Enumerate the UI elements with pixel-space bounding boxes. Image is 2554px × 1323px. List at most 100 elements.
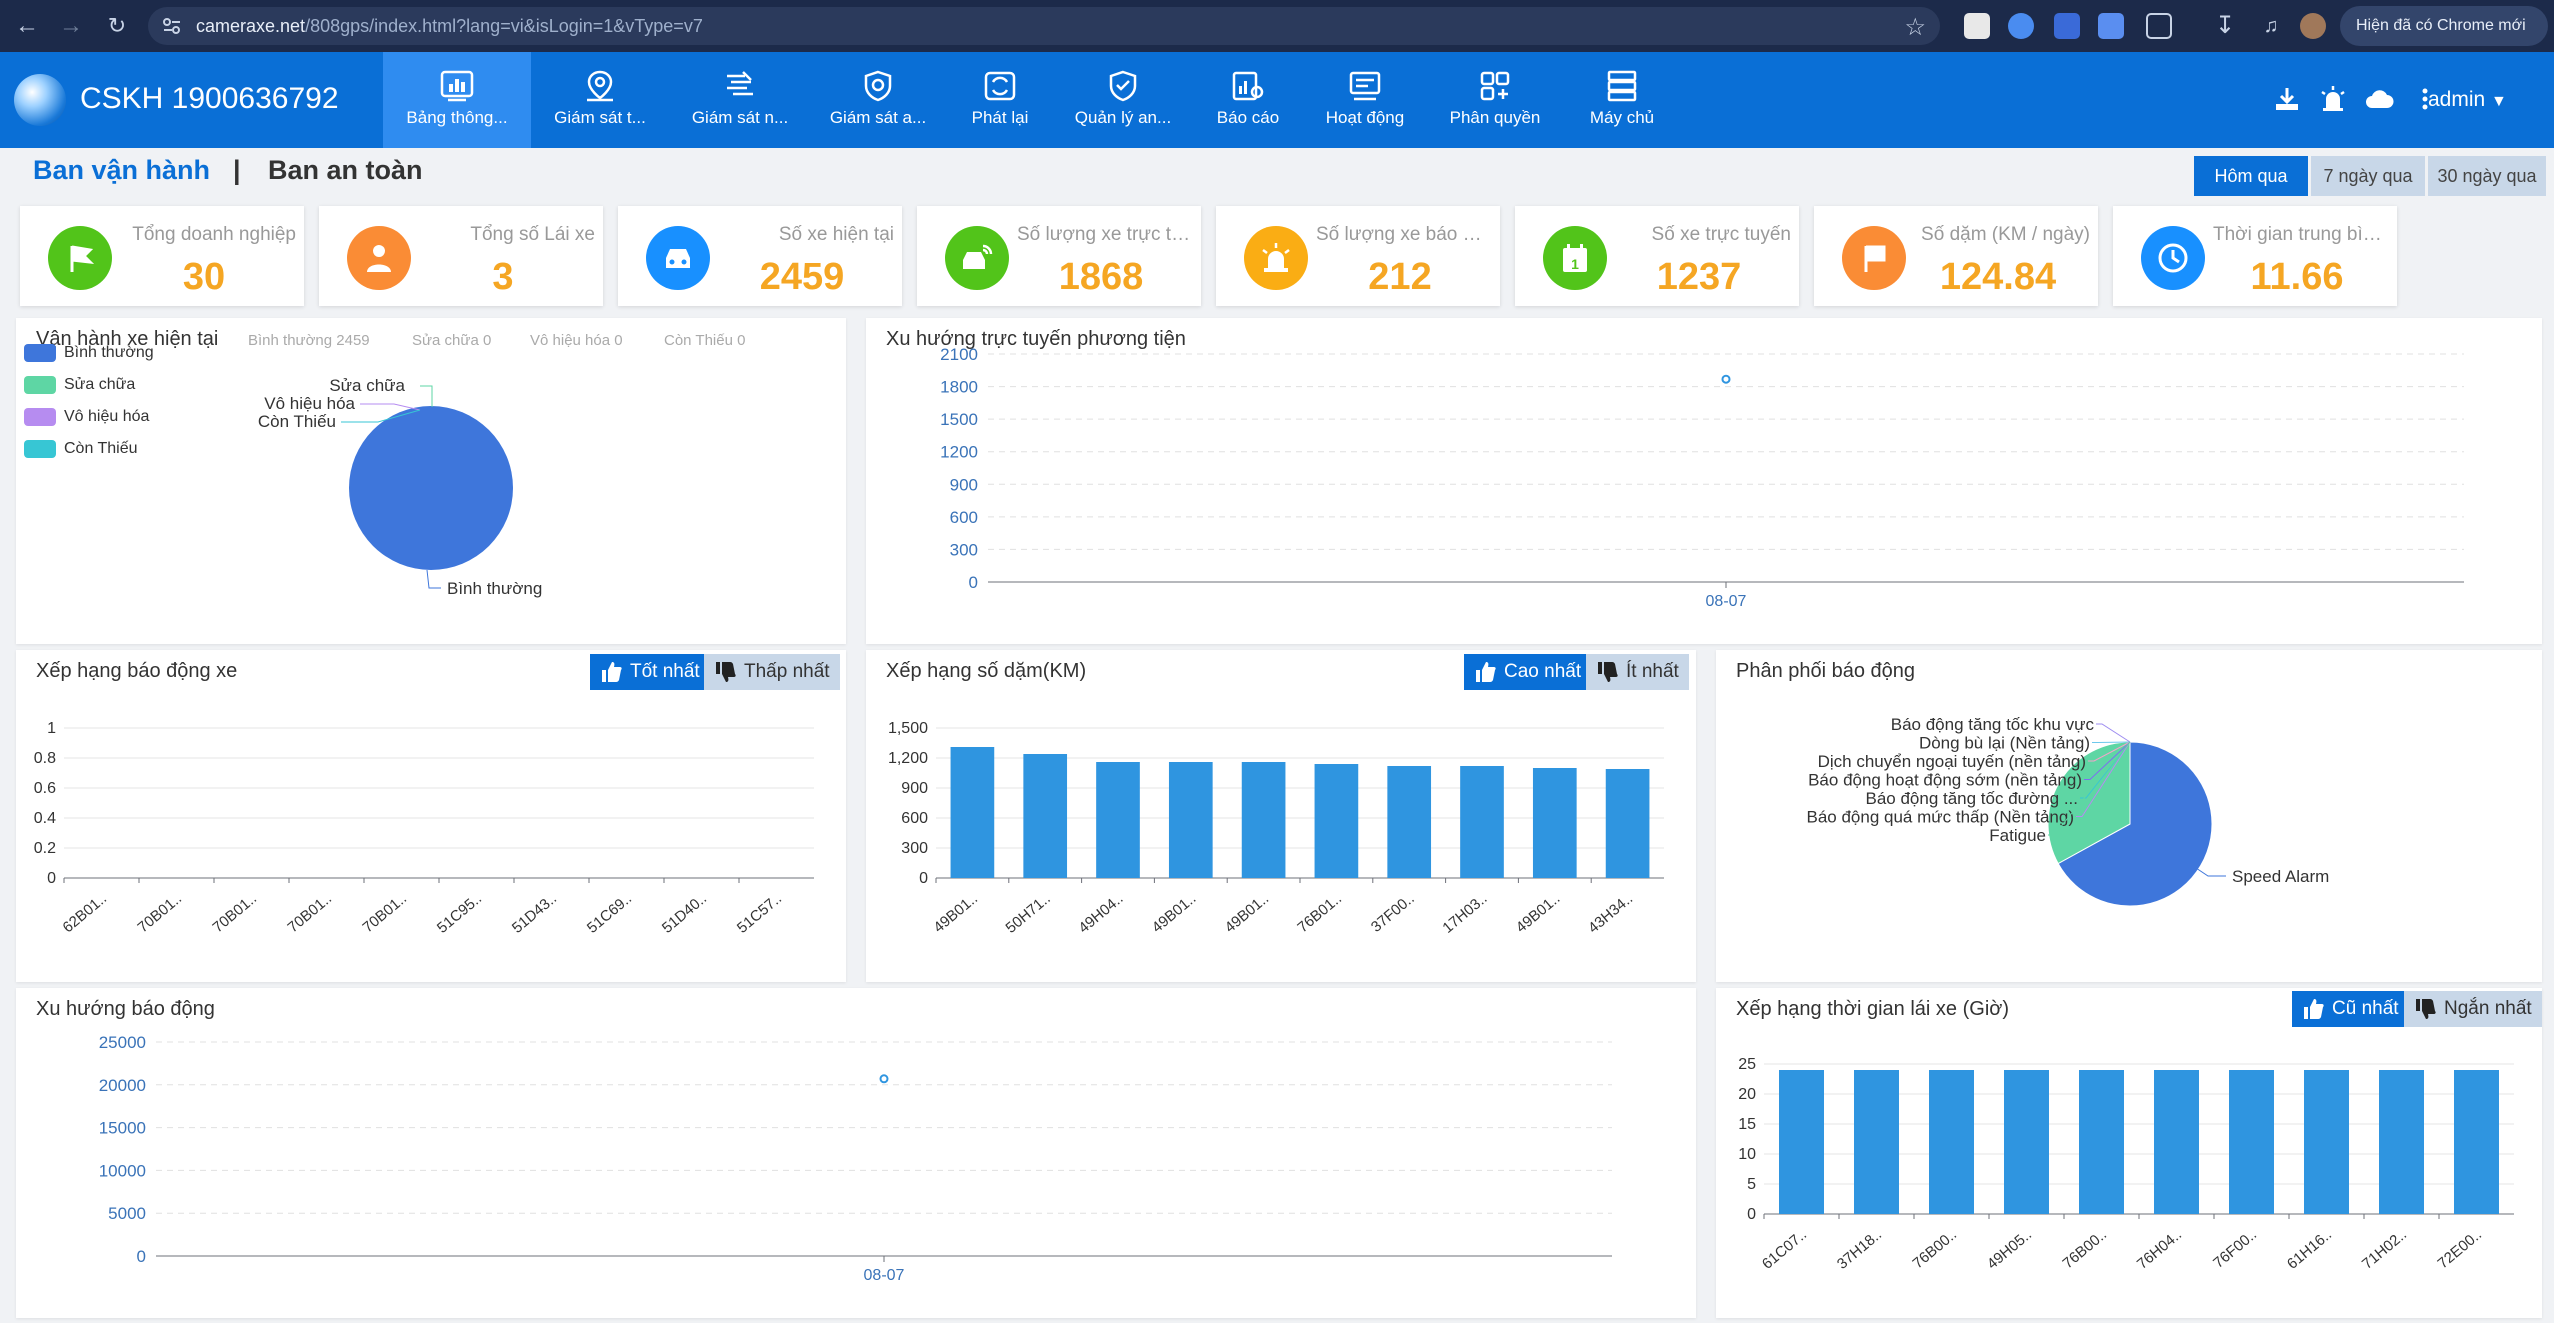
status-summary-missing[interactable]: Còn Thiếu 0 <box>664 332 746 349</box>
stat-card[interactable]: Số xe hiện tại 2459 <box>618 206 902 306</box>
pie-label-line <box>2076 741 2131 817</box>
cloud-icon[interactable] <box>2364 84 2394 114</box>
range-7-days-button[interactable]: 7 ngày qua <box>2311 156 2425 196</box>
tab-playback[interactable]: Phát lại <box>950 52 1050 148</box>
status-summary-repair[interactable]: Sửa chữa 0 <box>412 332 492 349</box>
chrome-update-button[interactable]: Hiện đã có Chrome mới <box>2340 6 2548 46</box>
data-point <box>879 1074 889 1084</box>
stat-value: 30 <box>182 256 226 298</box>
tab-permissions[interactable]: Phân quyền <box>1440 52 1550 148</box>
tab-route-monitor[interactable]: Giám sát n... <box>680 52 800 148</box>
y-tick-label: 0.6 <box>34 780 56 797</box>
x-tick-label: 49B01.. <box>1513 890 1564 936</box>
tab-reports[interactable]: Báo cáo <box>1200 52 1296 148</box>
extension-icon[interactable] <box>2054 13 2080 39</box>
tab-safety-board[interactable]: Ban an toàn <box>268 155 423 185</box>
best-button[interactable]: Cao nhất <box>1464 654 1592 690</box>
tab-operation-board[interactable]: Ban vận hành <box>33 155 211 185</box>
stat-label: Số dặm (KM / ngày) <box>1921 224 2090 245</box>
stat-card[interactable]: Số lượng xe báo động hiện tại 212 <box>1216 206 1500 306</box>
site-settings-icon[interactable] <box>162 17 182 35</box>
alarm-distribution-panel: Phân phối báo động Speed Alarm Báo động t… <box>1716 650 2542 982</box>
x-tick-label: 51D40.. <box>659 890 710 937</box>
extension-icon[interactable] <box>1964 13 1990 39</box>
data-point <box>1721 374 1731 384</box>
tab-safety-monitor[interactable]: Giám sát a... <box>818 52 938 148</box>
tab-server[interactable]: Máy chủ <box>1570 52 1674 148</box>
bar <box>2154 1070 2199 1214</box>
legend-item[interactable]: Vô hiệu hóa <box>24 408 149 428</box>
range-yesterday-button[interactable]: Hôm qua <box>2194 156 2308 196</box>
user-menu[interactable]: admin ▼ <box>2428 88 2507 112</box>
tab-safety-management[interactable]: Quản lý an... <box>1064 52 1182 148</box>
tab-activity[interactable]: Hoạt động <box>1312 52 1418 148</box>
pie-label: Sửa chữa <box>329 376 405 395</box>
worst-button[interactable]: Ít nhất <box>1586 654 1689 690</box>
legend-item[interactable]: Bình thường <box>24 344 154 364</box>
longest-label: Cũ nhất <box>2332 998 2399 1019</box>
x-tick-label: 08-07 <box>864 1267 905 1284</box>
legend-swatch <box>24 376 56 394</box>
y-tick-label: 1 <box>47 720 56 737</box>
bar <box>1929 1070 1974 1214</box>
alarm-siren-icon[interactable] <box>2318 84 2348 114</box>
shortest-button[interactable]: Ngắn nhất <box>2404 991 2542 1027</box>
stat-card[interactable]: Tổng số Lái xe 3 <box>319 206 603 306</box>
best-label: Cao nhất <box>1504 661 1582 682</box>
y-tick-label: 10 <box>1738 1146 1756 1163</box>
bar <box>2454 1070 2499 1214</box>
best-button[interactable]: Tốt nhất <box>590 654 710 690</box>
bookmark-star-icon[interactable]: ☆ <box>1904 14 1926 41</box>
pie-label-line <box>2084 741 2131 780</box>
tab-label: Giám sát n... <box>691 108 789 127</box>
translate-extension-icon[interactable] <box>2008 13 2034 39</box>
tab-dashboard[interactable]: Bảng thông... <box>383 52 531 148</box>
pie-label-line <box>2195 867 2226 877</box>
media-control-icon[interactable]: ♫ <box>2263 15 2279 37</box>
more-vertical-icon[interactable] <box>2410 84 2440 114</box>
hotline-label: CSKH 1900636792 <box>80 82 339 115</box>
stat-card[interactable]: Số lượng xe trực tuyến hôm qua 1868 <box>917 206 1201 306</box>
longest-button[interactable]: Cũ nhất <box>2292 991 2409 1027</box>
legend-item[interactable]: Còn Thiếu <box>24 440 138 460</box>
bar <box>2004 1070 2049 1214</box>
activity-icon <box>1349 71 1381 101</box>
worst-button[interactable]: Thấp nhất <box>704 654 840 690</box>
pie-slice <box>2057 741 2213 907</box>
extensions-puzzle-icon[interactable] <box>2146 13 2172 39</box>
x-tick-label: 62B01.. <box>60 890 111 936</box>
y-tick-label: 300 <box>950 540 978 559</box>
stat-card[interactable]: Tổng doanh nghiệp 30 <box>20 206 304 306</box>
legend-item[interactable]: Sửa chữa <box>24 376 135 396</box>
download-icon[interactable] <box>2272 84 2302 114</box>
y-tick-label: 10000 <box>99 1161 146 1180</box>
thumbs-down-icon <box>1598 662 1618 682</box>
tab-location-monitor[interactable]: Giám sát t... <box>540 52 660 148</box>
shield-icon <box>864 70 892 102</box>
y-tick-label: 0 <box>137 1247 146 1266</box>
vehicle-status-panel: Vận hành xe hiện tại Bình thường 2459 Sử… <box>16 318 846 644</box>
status-summary-disabled[interactable]: Vô hiệu hóa 0 <box>530 332 623 349</box>
forward-arrow-icon[interactable]: → <box>59 12 83 39</box>
address-bar[interactable]: cameraxe.net/808gps/index.html?lang=vi&i… <box>148 7 1940 45</box>
status-summary-normal[interactable]: Bình thường 2459 <box>248 332 370 349</box>
stat-card[interactable]: Số dặm (KM / ngày) 124.84 <box>1814 206 2098 306</box>
map-pin-icon <box>587 70 613 102</box>
flag-icon <box>48 226 112 290</box>
extension-icon[interactable] <box>2098 13 2124 39</box>
x-tick-label: 49B01.. <box>1222 890 1273 936</box>
x-tick-label: 49B01.. <box>930 890 981 936</box>
download-icon[interactable]: ↧ <box>2214 12 2236 39</box>
panel-title: Xếp hạng số dặm(KM) <box>886 660 1087 682</box>
bar <box>2304 1070 2349 1214</box>
range-30-days-button[interactable]: 30 ngày qua <box>2428 156 2546 196</box>
stat-card[interactable]: 1 Số xe trực tuyến 1237 <box>1515 206 1799 306</box>
stat-label: Tổng doanh nghiệp <box>132 224 296 245</box>
reload-icon[interactable]: ↻ <box>107 13 127 38</box>
bar <box>1168 762 1213 878</box>
profile-avatar[interactable] <box>2300 13 2326 39</box>
back-arrow-icon[interactable]: ← <box>15 12 39 39</box>
stat-card[interactable]: Thời gian trung bình (Giờ) 11.66 <box>2113 206 2397 306</box>
alarm-light-icon <box>1244 226 1308 290</box>
y-tick-label: 1800 <box>940 378 978 397</box>
